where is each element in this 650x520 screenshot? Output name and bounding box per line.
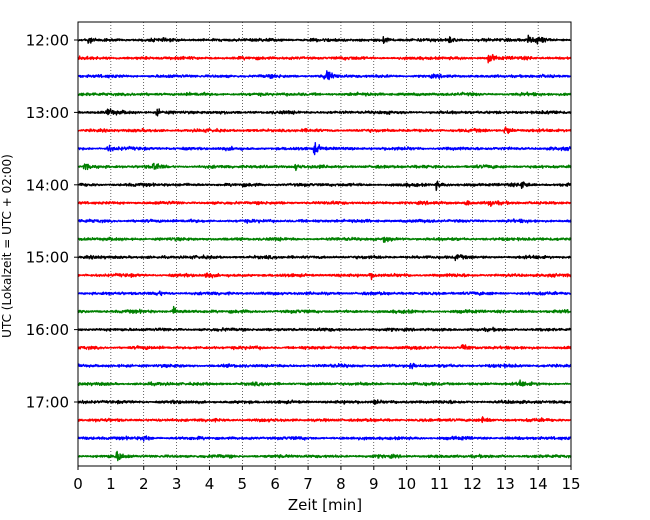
trace-15:00 <box>77 253 572 262</box>
grid-lines <box>110 22 539 466</box>
seismogram-traces <box>77 34 572 462</box>
y-tick-label-16:00: 16:00 <box>26 321 69 339</box>
x-tick-label-9: 9 <box>369 475 379 493</box>
x-tick-label-11: 11 <box>430 475 449 493</box>
trace-12:30 <box>77 70 572 81</box>
trace-14:00 <box>77 180 572 192</box>
x-tick-label-5: 5 <box>238 475 248 493</box>
x-tick-label-15: 15 <box>561 475 580 493</box>
x-tick-label-7: 7 <box>303 475 313 493</box>
trace-12:15 <box>77 53 572 64</box>
x-tick-label-3: 3 <box>172 475 182 493</box>
trace-12:00 <box>77 34 572 45</box>
x-tick-label-13: 13 <box>496 475 515 493</box>
x-tick-label-0: 0 <box>73 475 83 493</box>
y-axis-label: UTC (Lokalzeit = UTC + 02:00) <box>0 154 14 338</box>
trace-13:45 <box>77 162 572 172</box>
x-tick-label-12: 12 <box>463 475 482 493</box>
y-tick-label-12:00: 12:00 <box>26 32 69 50</box>
x-tick-label-14: 14 <box>529 475 548 493</box>
trace-14:15 <box>77 200 572 207</box>
trace-16:15 <box>77 344 572 351</box>
x-tick-label-4: 4 <box>205 475 215 493</box>
trace-13:00 <box>77 108 572 117</box>
trace-17:00 <box>77 399 572 405</box>
x-axis-label: Zeit [min] <box>288 496 362 514</box>
trace-16:45 <box>77 379 572 387</box>
y-tick-label-13:00: 13:00 <box>26 104 69 122</box>
trace-13:30 <box>77 142 572 156</box>
y-axis-ticks: 12:00 13:00 14:00 15:00 16:00 17:00 <box>26 32 78 412</box>
trace-16:30 <box>77 362 572 370</box>
trace-13:15 <box>77 126 572 135</box>
trace-15:30 <box>77 290 572 297</box>
trace-17:30 <box>77 435 572 442</box>
y-tick-label-15:00: 15:00 <box>26 249 69 267</box>
x-tick-label-8: 8 <box>336 475 346 493</box>
x-tick-label-6: 6 <box>270 475 280 493</box>
trace-12:45 <box>77 91 572 97</box>
x-tick-label-2: 2 <box>139 475 149 493</box>
y-tick-label-17:00: 17:00 <box>26 394 69 412</box>
y-tick-label-14:00: 14:00 <box>26 176 69 194</box>
trace-15:45 <box>77 305 572 315</box>
plot-frame <box>77 21 572 467</box>
trace-14:30 <box>77 218 572 224</box>
x-axis-ticks: 0 1 2 3 4 5 6 7 8 9 10 11 12 13 14 15 <box>73 466 581 493</box>
trace-17:15 <box>77 416 572 424</box>
x-tick-label-1: 1 <box>106 475 116 493</box>
trace-16:00 <box>77 326 572 333</box>
trace-14:45 <box>77 236 572 243</box>
trace-17:45 <box>77 450 572 462</box>
trace-15:15 <box>77 272 572 281</box>
x-tick-label-10: 10 <box>397 475 416 493</box>
